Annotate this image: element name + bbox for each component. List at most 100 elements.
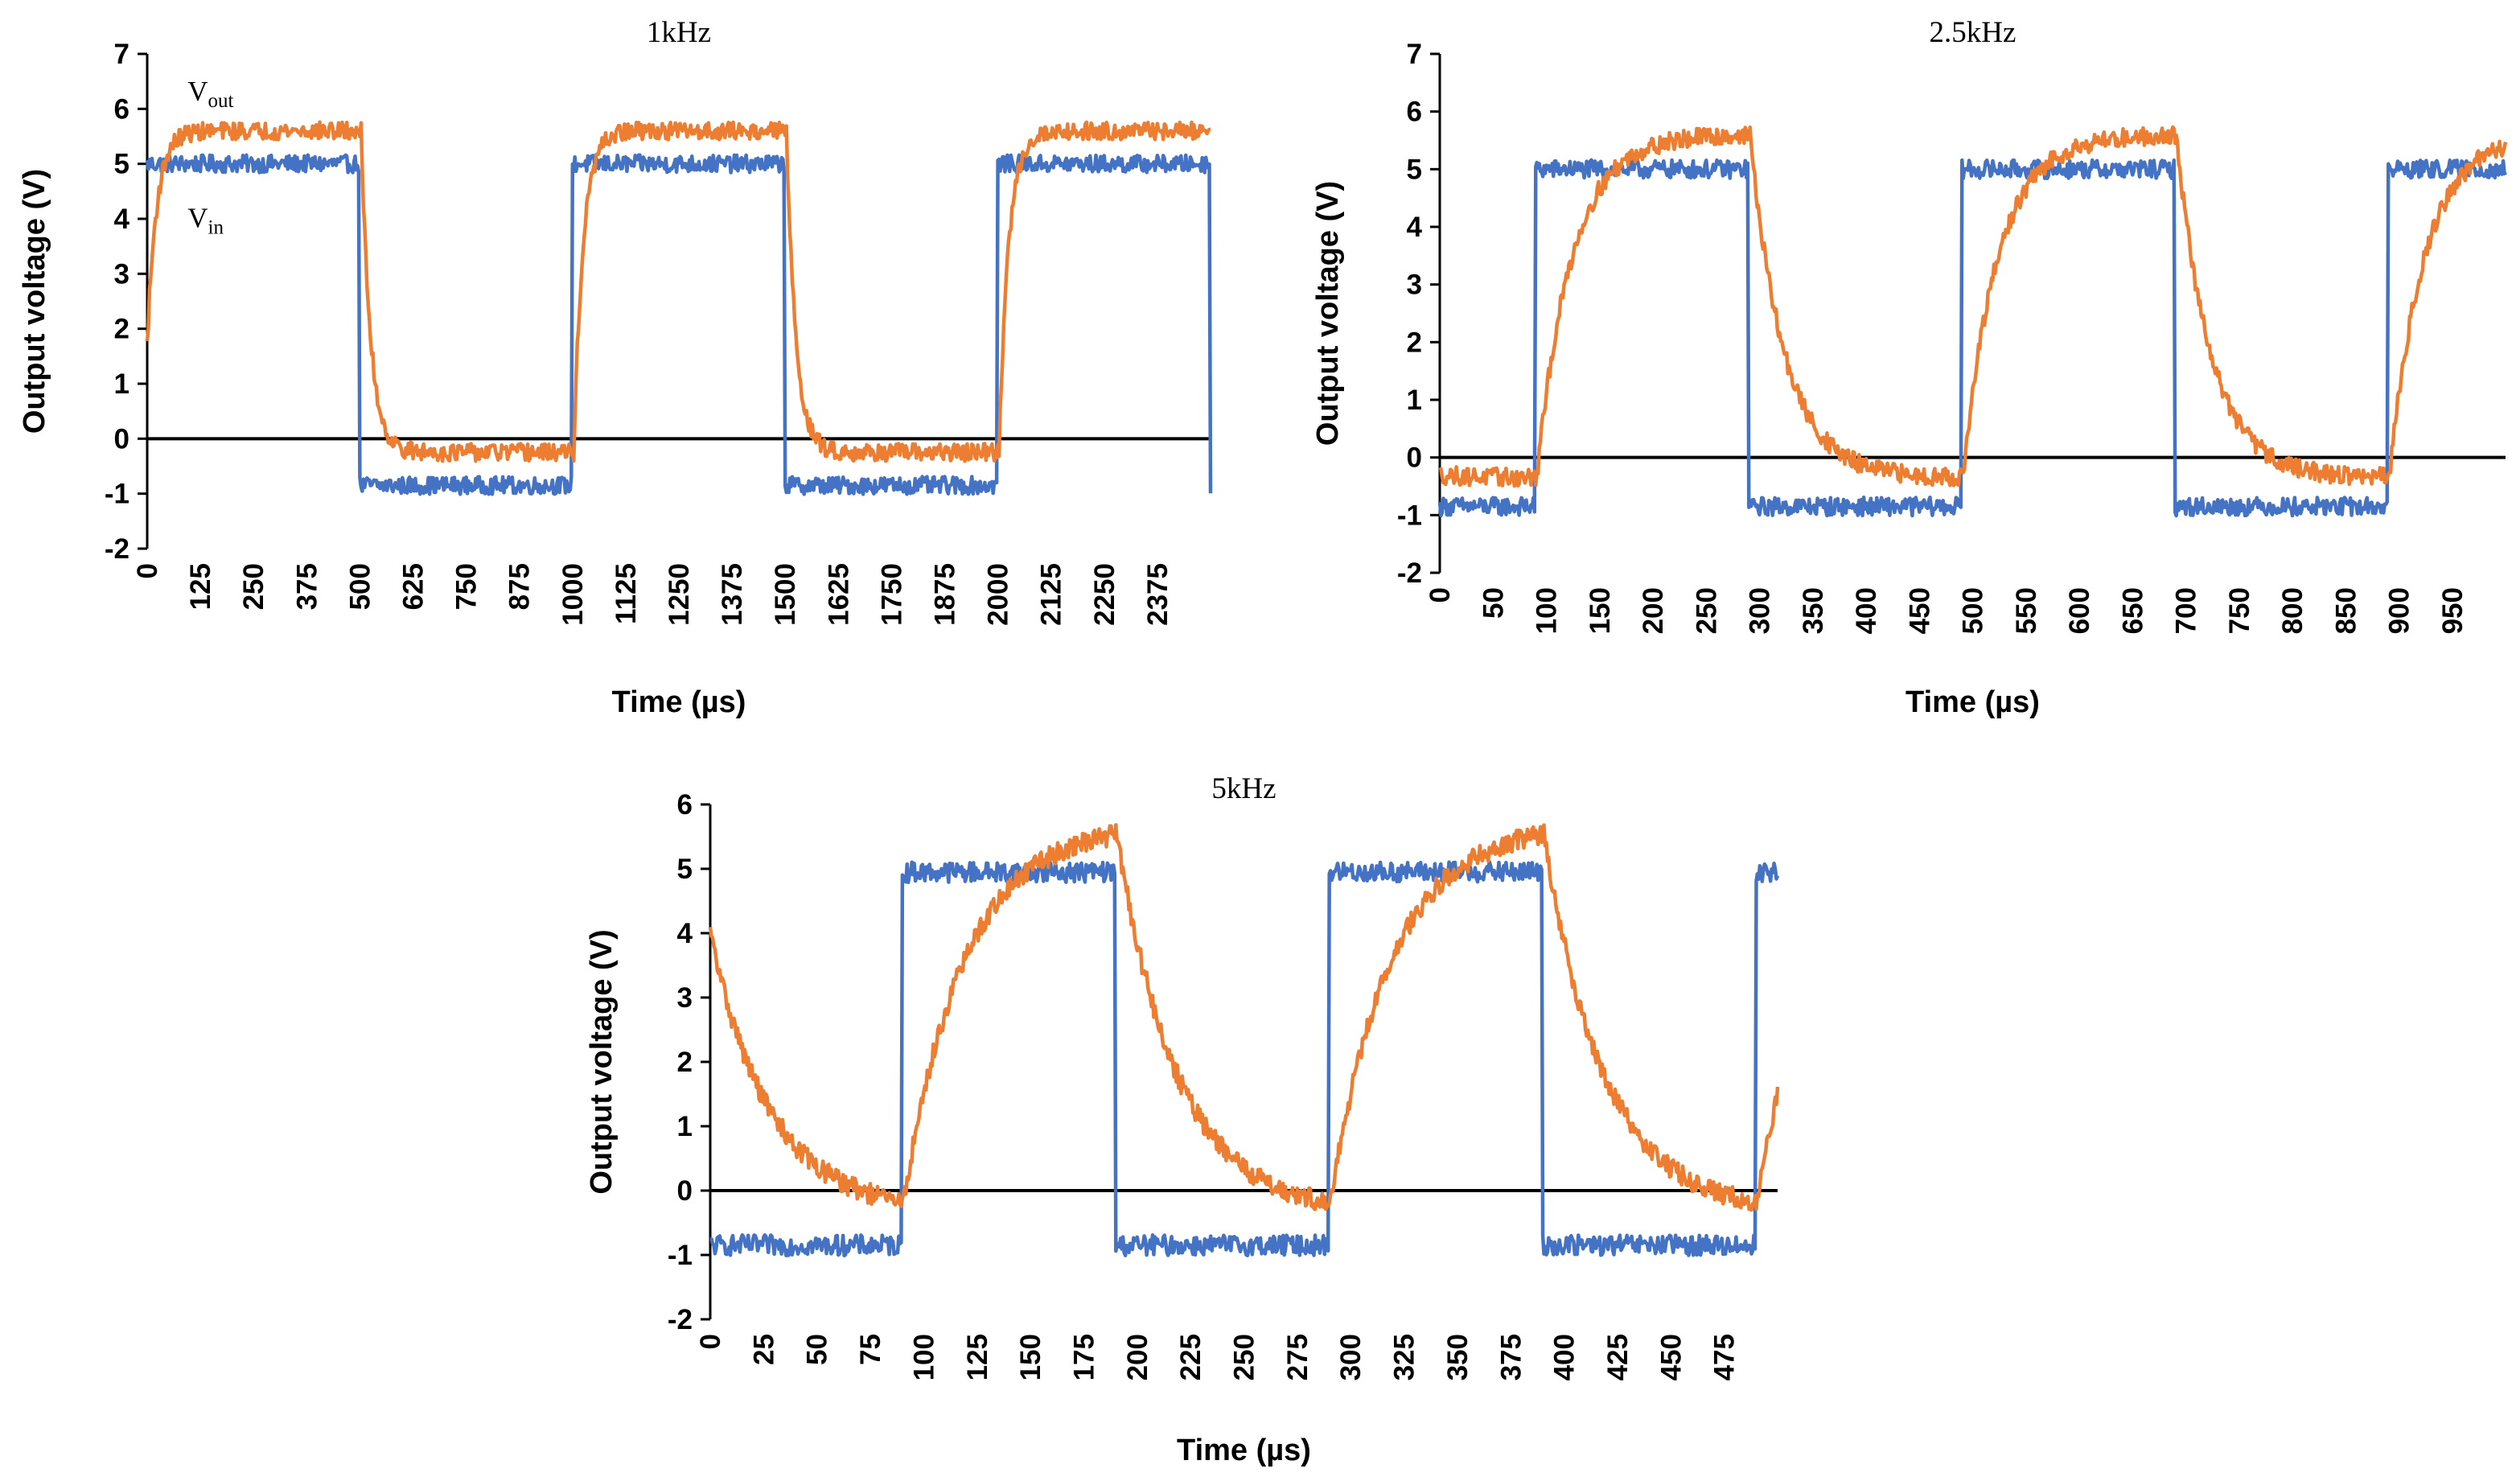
x-tick-label: 300 — [1745, 587, 1776, 634]
series-line-vout — [1438, 125, 2508, 488]
y-tick-label: 7 — [1407, 39, 1422, 70]
x-tick-label: 650 — [2117, 587, 2148, 634]
chart-title: 2.5kHz — [1930, 16, 2016, 49]
x-tick-label: 1625 — [823, 563, 854, 626]
y-axis-title: Output voltage (V) — [18, 169, 51, 434]
x-tick-label: 2375 — [1142, 563, 1174, 626]
x-tick-label: 400 — [1549, 1334, 1581, 1380]
x-tick-label: 850 — [2330, 587, 2362, 634]
y-tick-label: 5 — [114, 149, 129, 180]
y-tick-label: -1 — [105, 479, 129, 510]
x-tick-label: 1000 — [557, 563, 589, 626]
y-tick-label: -2 — [1397, 557, 1422, 589]
x-tick-label: 150 — [1015, 1334, 1046, 1380]
x-tick-label: 375 — [1495, 1334, 1527, 1380]
y-axis-title: Output voltage (V) — [585, 929, 619, 1194]
y-tick-label: 5 — [677, 854, 693, 885]
x-tick-label: 350 — [1798, 587, 1829, 634]
y-tick-label: 3 — [677, 982, 693, 1014]
x-tick-label: 950 — [2437, 587, 2469, 634]
y-tick-label: 0 — [114, 423, 129, 455]
x-tick-label: 550 — [2011, 587, 2042, 634]
x-tick-label: 1875 — [930, 563, 961, 626]
y-tick-label: -1 — [668, 1240, 693, 1271]
x-tick-label: 150 — [1585, 587, 1616, 634]
x-tick-label: 1125 — [610, 563, 642, 624]
x-tick-label: 625 — [398, 563, 430, 610]
y-tick-label: 5 — [1407, 154, 1422, 185]
x-tick-label: 275 — [1282, 1334, 1313, 1380]
chart-title: 1kHz — [647, 16, 711, 49]
x-tick-label: 375 — [291, 563, 323, 610]
y-tick-label: 3 — [1407, 269, 1422, 301]
x-tick-label: 250 — [1229, 1334, 1260, 1380]
y-tick-label: 7 — [114, 39, 129, 70]
y-tick-label: 4 — [114, 204, 130, 235]
y-tick-label: 1 — [114, 368, 129, 400]
y-axis-title: Output voltage (V) — [1311, 181, 1345, 446]
y-tick-label: 6 — [114, 93, 129, 125]
series-line-vout — [708, 823, 1780, 1212]
x-tick-label: 875 — [504, 563, 536, 610]
x-tick-label: 500 — [1958, 587, 1989, 634]
series-annotation: Vout — [187, 76, 233, 112]
x-tick-label: 450 — [1904, 587, 1935, 634]
chart-1khz: 1kHz -2 -1 0 1 2 3 4 5 6 7 0 125 250 375 500 625 750 875 10… — [18, 16, 1213, 719]
x-tick-label: 300 — [1335, 1334, 1367, 1380]
series-line-vin — [709, 859, 1780, 1258]
x-tick-label: 2000 — [983, 563, 1014, 626]
x-tick-label: 225 — [1175, 1334, 1207, 1380]
x-tick-label: 475 — [1709, 1334, 1741, 1380]
x-tick-label: 0 — [695, 1334, 726, 1349]
x-axis-title: Time (µs) — [612, 685, 746, 719]
x-tick-label: 2250 — [1089, 563, 1120, 626]
y-tick-label: 2 — [677, 1047, 693, 1078]
x-tick-label: 175 — [1068, 1334, 1100, 1380]
x-axis-title: Time (µs) — [1905, 685, 2040, 719]
y-tick-label: 6 — [1407, 97, 1422, 128]
x-tick-label: 250 — [1691, 587, 1722, 634]
x-tick-label: 125 — [962, 1334, 993, 1380]
x-tick-label: 1750 — [876, 563, 907, 626]
y-tick-label: 0 — [677, 1175, 693, 1207]
y-tick-label: 1 — [677, 1111, 693, 1142]
y-tick-label: -2 — [105, 533, 129, 565]
y-tick-label: 0 — [1407, 442, 1422, 474]
y-tick-label: -2 — [668, 1304, 693, 1335]
y-tick-label: 1 — [1407, 385, 1422, 416]
series-line-vout — [145, 120, 1211, 463]
x-tick-label: 200 — [1638, 587, 1669, 634]
x-tick-label: 800 — [2277, 587, 2308, 634]
x-axis-title: Time (µs) — [1177, 1434, 1311, 1467]
x-tick-label: 400 — [1851, 587, 1882, 634]
x-tick-label: 2125 — [1036, 563, 1067, 626]
x-tick-label: 1500 — [770, 563, 801, 626]
x-tick-label: 100 — [1531, 587, 1563, 634]
x-tick-label: 425 — [1602, 1334, 1634, 1380]
x-tick-label: 25 — [748, 1334, 779, 1365]
x-tick-label: 900 — [2384, 587, 2415, 634]
x-tick-label: 50 — [802, 1334, 833, 1365]
x-tick-label: 350 — [1442, 1334, 1474, 1380]
x-tick-label: 250 — [238, 563, 269, 610]
x-tick-label: 75 — [855, 1334, 886, 1365]
x-tick-label: 1375 — [717, 563, 748, 626]
x-tick-label: 100 — [908, 1334, 939, 1380]
x-tick-label: 0 — [132, 563, 163, 578]
y-tick-label: 2 — [114, 314, 129, 345]
x-tick-label: 325 — [1389, 1334, 1420, 1380]
x-tick-label: 200 — [1122, 1334, 1153, 1380]
chart-5khz: 5kHz -2 -1 0 1 2 3 4 5 6 0 25 50 75 100 125 150 175 200 225… — [585, 772, 1780, 1467]
y-tick-label: 2 — [1407, 327, 1422, 358]
y-tick-label: 6 — [677, 789, 693, 821]
x-tick-label: 750 — [451, 563, 483, 610]
x-tick-label: 750 — [2224, 587, 2255, 634]
x-tick-label: 700 — [2171, 587, 2202, 634]
series-line-vin — [1437, 158, 2508, 518]
chart-title: 5kHz — [1211, 772, 1276, 805]
x-tick-label: 500 — [344, 563, 376, 610]
y-tick-label: 4 — [1407, 212, 1423, 243]
y-tick-label: -1 — [1397, 500, 1422, 531]
x-tick-label: 125 — [185, 563, 216, 610]
